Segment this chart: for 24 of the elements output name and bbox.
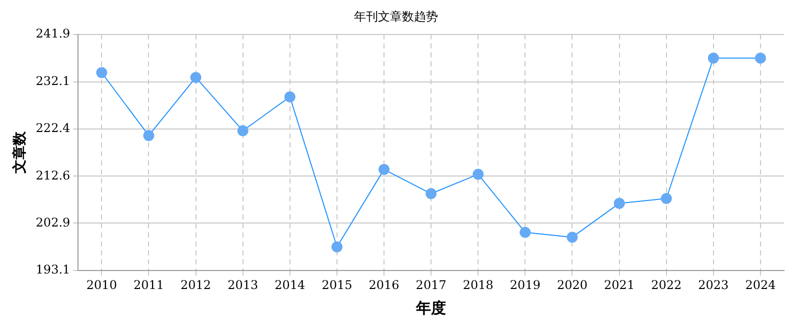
x-tick-label: 2021 [604,278,635,292]
x-tick-label: 2018 [462,278,494,292]
y-tick-label: 212.6 [36,168,70,182]
y-tick-label: 232.1 [36,74,70,88]
x-tick-label: 2011 [133,278,164,292]
y-tick-label: 202.9 [36,215,70,230]
x-tick-label: 2016 [368,278,400,292]
x-tick-label: 2010 [86,278,117,292]
x-tick-label: 2024 [745,278,776,292]
x-tick-label: 2023 [698,278,729,292]
x-tick-label: 2015 [322,278,352,292]
y-tick-label: 222.4 [36,120,71,135]
x-tick-label: 2014 [274,278,306,292]
x-axis-title: 年度 [415,298,446,317]
y-axis-title: 文章数 [11,130,28,174]
x-tick-label: 2012 [180,278,212,292]
y-tick-label: 193.1 [36,262,70,277]
x-tick-label: 2022 [651,278,682,292]
x-tick-label: 2020 [556,278,588,292]
x-tick-label: 2017 [416,278,446,292]
x-tick-label: 2019 [510,278,540,292]
x-tick-label: 2013 [228,278,258,292]
chart-title: 年刊文章数趋势 [354,9,438,24]
y-tick-label: 241.9 [36,26,70,41]
